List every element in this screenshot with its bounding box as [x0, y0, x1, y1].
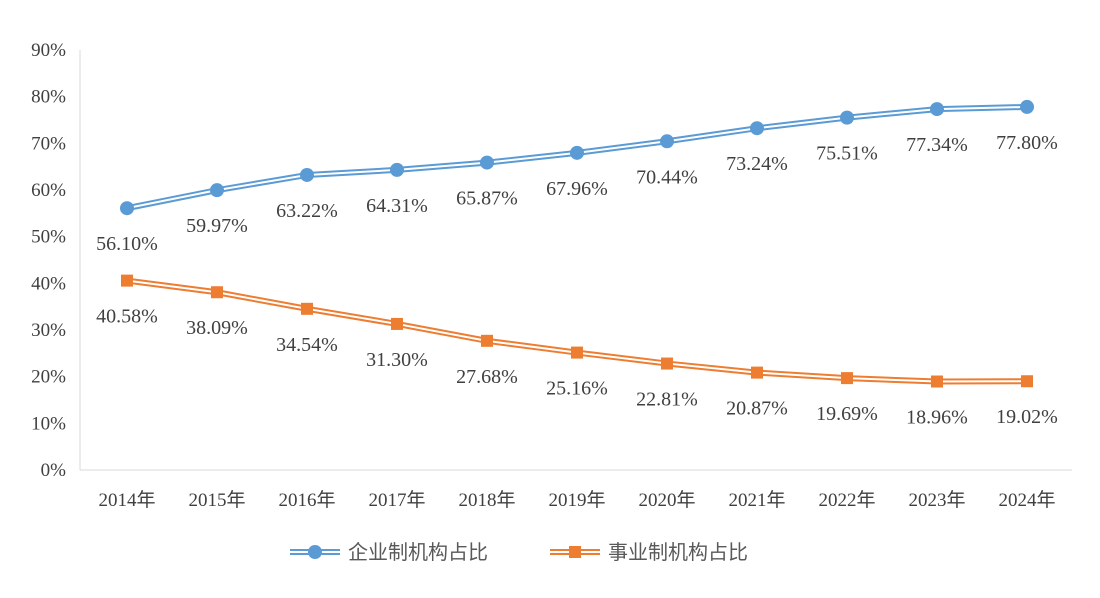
- data-point-0: [120, 201, 134, 216]
- data-label: 59.97%: [186, 215, 248, 237]
- data-label: 67.96%: [546, 178, 608, 200]
- data-label: 77.34%: [906, 134, 968, 156]
- data-point-0: [570, 145, 584, 160]
- x-tick-label: 2015年: [188, 489, 245, 511]
- data-point-0: [210, 183, 224, 198]
- data-point-0: [930, 102, 944, 117]
- y-tick-label: 40%: [31, 273, 66, 294]
- data-point-1: [211, 286, 223, 299]
- data-label: 65.87%: [456, 188, 518, 210]
- x-tick-label: 2018年: [458, 489, 515, 511]
- data-label: 20.87%: [726, 398, 788, 420]
- y-tick-label: 10%: [31, 413, 66, 434]
- data-label: 64.31%: [366, 195, 428, 217]
- x-tick-label: 2020年: [638, 489, 695, 511]
- y-tick-label: 0%: [41, 460, 67, 481]
- data-point-1: [481, 334, 493, 347]
- data-point-1: [121, 274, 133, 287]
- data-point-1: [841, 372, 853, 385]
- data-label: 19.02%: [996, 406, 1058, 428]
- data-label: 77.80%: [996, 132, 1058, 154]
- y-tick-label: 80%: [31, 87, 66, 108]
- data-label: 56.10%: [96, 233, 158, 255]
- data-label: 75.51%: [816, 143, 878, 165]
- data-label: 25.16%: [546, 378, 608, 400]
- data-point-1: [931, 375, 943, 388]
- data-point-0: [390, 162, 404, 177]
- data-label: 31.30%: [366, 349, 428, 371]
- x-tick-label: 2023年: [908, 489, 965, 511]
- data-label: 38.09%: [186, 317, 248, 339]
- x-tick-label: 2017年: [368, 489, 425, 511]
- data-point-1: [1021, 375, 1033, 388]
- x-tick-label: 2024年: [998, 489, 1055, 511]
- data-point-1: [391, 317, 403, 330]
- data-label: 70.44%: [636, 166, 698, 188]
- data-label: 63.22%: [276, 200, 338, 222]
- y-tick-label: 90%: [31, 40, 66, 61]
- data-point-1: [751, 366, 763, 379]
- data-point-1: [571, 346, 583, 359]
- data-point-0: [840, 110, 854, 125]
- data-label: 27.68%: [456, 366, 518, 388]
- data-label: 73.24%: [726, 153, 788, 175]
- data-label: 34.54%: [276, 334, 338, 356]
- x-tick-label: 2021年: [728, 489, 785, 511]
- series-line-inner-1: [126, 279, 1028, 383]
- legend-label: 事业制机构占比: [608, 540, 748, 564]
- y-tick-label: 70%: [31, 133, 66, 154]
- data-point-0: [750, 121, 764, 136]
- x-tick-label: 2016年: [278, 489, 335, 511]
- x-tick-label: 2019年: [548, 489, 605, 511]
- data-label: 18.96%: [906, 407, 968, 429]
- y-tick-label: 30%: [31, 320, 66, 341]
- data-point-0: [660, 134, 674, 149]
- x-tick-label: 2022年: [818, 489, 875, 511]
- x-tick-label: 2014年: [98, 489, 155, 511]
- y-tick-label: 50%: [31, 227, 66, 248]
- data-label: 40.58%: [96, 306, 158, 328]
- data-point-1: [301, 302, 313, 315]
- y-tick-label: 20%: [31, 367, 66, 388]
- data-point-0: [1020, 99, 1034, 114]
- data-label: 19.69%: [816, 403, 878, 425]
- data-point-0: [480, 155, 494, 170]
- data-label: 22.81%: [636, 389, 698, 411]
- legend-marker-circle-icon: [308, 545, 322, 559]
- series-line-1: [126, 277, 1028, 385]
- data-point-1: [661, 357, 673, 370]
- y-tick-label: 60%: [31, 180, 66, 201]
- legend-label: 企业制机构占比: [348, 540, 488, 564]
- legend-marker-square-icon: [569, 546, 581, 558]
- data-point-0: [300, 167, 314, 182]
